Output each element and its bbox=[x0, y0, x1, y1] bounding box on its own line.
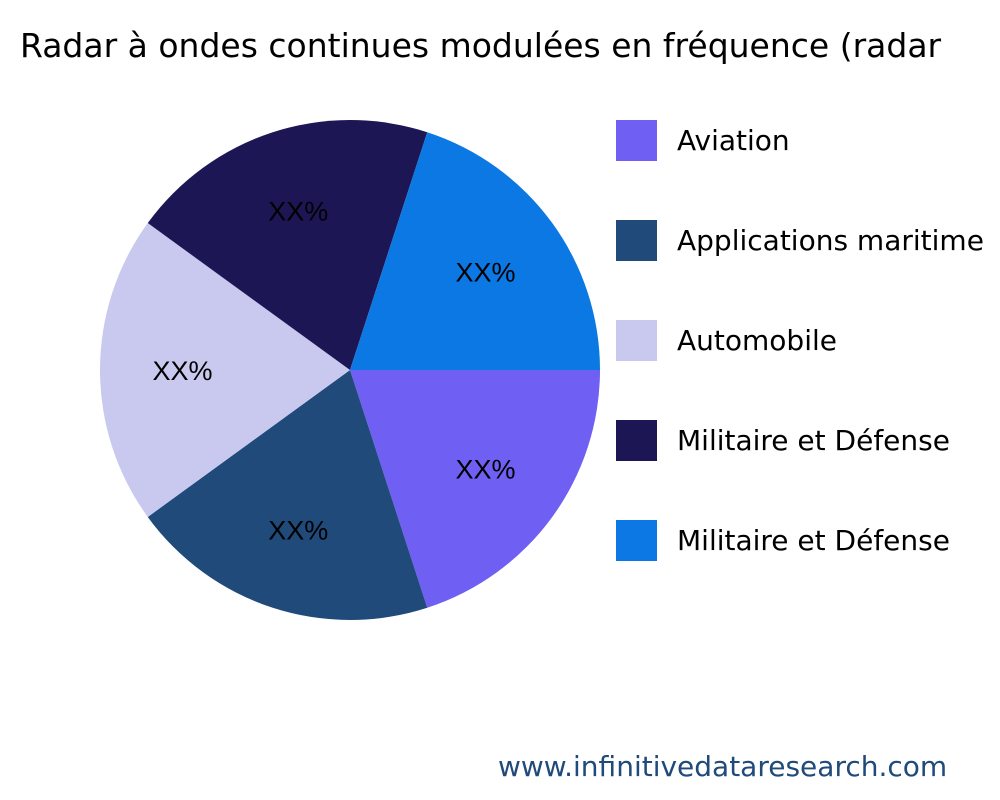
legend-swatch bbox=[616, 219, 657, 261]
pie-slice-5 bbox=[350, 132, 600, 370]
pie-slice-1 bbox=[350, 370, 600, 608]
data-label: XX% bbox=[268, 515, 328, 545]
pie-slice-3 bbox=[100, 223, 350, 517]
legend-label: Applications maritime bbox=[677, 223, 984, 257]
data-label: XX% bbox=[455, 454, 515, 484]
legend-label: Militaire et Défense bbox=[677, 423, 950, 457]
legend-label: Aviation bbox=[677, 123, 790, 157]
legend-swatch bbox=[616, 419, 657, 461]
legend-swatch bbox=[616, 519, 657, 561]
legend-item: Aviation bbox=[616, 119, 790, 161]
pie-slice-2 bbox=[147, 370, 428, 620]
legend-swatch bbox=[616, 319, 657, 361]
legend-item: Automobile bbox=[616, 319, 837, 361]
pie-slice-4 bbox=[147, 120, 428, 370]
data-label: XX% bbox=[455, 258, 515, 288]
legend-item: Militaire et Défense bbox=[616, 419, 950, 461]
data-label: XX% bbox=[268, 197, 328, 227]
legend-item: Applications maritime bbox=[616, 219, 984, 261]
footer-url[interactable]: www.infinitivedataresearch.com bbox=[498, 750, 948, 783]
data-label: XX% bbox=[152, 356, 212, 386]
legend-item: Militaire et Défense bbox=[616, 519, 950, 561]
legend-swatch bbox=[616, 119, 657, 161]
legend-label: Militaire et Défense bbox=[677, 523, 950, 557]
legend-label: Automobile bbox=[677, 323, 837, 357]
chart-title: Radar à ondes continues modulées en fréq… bbox=[20, 26, 942, 65]
